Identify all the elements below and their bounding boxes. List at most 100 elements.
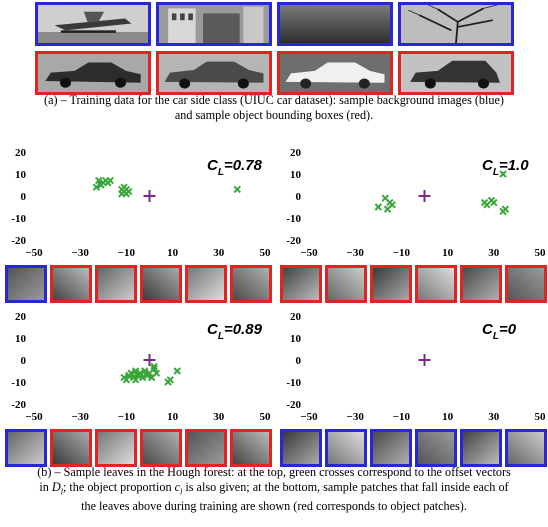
y-tick-label: 20 xyxy=(290,311,302,323)
offset-vector-cross xyxy=(152,369,161,377)
hatchback-thumbnail xyxy=(398,51,514,95)
y-tick-label: 10 xyxy=(290,333,302,345)
caption-b-line2: in Dl; the object proportion cl is also … xyxy=(0,480,548,500)
x-tick-label: 10 xyxy=(167,247,179,259)
leaf-proportion-label: CL=0.78 xyxy=(207,157,263,178)
leaf-sample-patch xyxy=(95,265,137,303)
offset-vector-cross xyxy=(499,170,507,178)
scatter-plot: 20 10 0 -10 -20−50 −30 −10 10 30 50 CL=0.78 xyxy=(11,147,271,259)
caption-a-line2: and sample object bounding boxes (red). xyxy=(174,107,374,122)
offset-vector-cross xyxy=(92,183,101,191)
caption-b-symbol-D: D xyxy=(51,479,61,494)
grayscale-patch-icon xyxy=(373,432,409,464)
grayscale-patch-icon xyxy=(188,432,224,464)
offset-vector-cross xyxy=(122,376,131,384)
tree-branches-photo-icon xyxy=(401,5,511,43)
leaf-sample-patch xyxy=(185,429,227,467)
leaf-sample-patch xyxy=(370,265,412,303)
y-tick-label: -20 xyxy=(286,235,301,247)
caption-b-text: is also given; at the bottom, sample pat… xyxy=(182,479,509,494)
x-tick-label: 50 xyxy=(535,247,547,259)
x-tick-label: −10 xyxy=(118,247,136,259)
gradient-texture-thumbnail xyxy=(277,2,393,46)
object-center-marker xyxy=(418,190,431,202)
y-tick-label: 20 xyxy=(290,147,302,159)
x-tick-label: −50 xyxy=(300,411,318,423)
y-tick-label: 0 xyxy=(21,355,27,367)
leaf-sample-patch xyxy=(140,265,182,303)
grayscale-patch-icon xyxy=(98,432,134,464)
grayscale-patch-icon xyxy=(328,268,364,300)
offset-vector-cross xyxy=(141,367,149,375)
seaplane-thumbnail xyxy=(35,2,151,46)
offset-vector-cross xyxy=(150,365,158,373)
leaf-sample-patch xyxy=(415,429,457,467)
x-tick-label: 50 xyxy=(260,411,272,423)
x-tick-label: 30 xyxy=(213,247,225,259)
offset-vector-cross xyxy=(127,369,135,377)
offset-vector-cross xyxy=(233,185,241,194)
leaf-sample-patch xyxy=(460,265,502,303)
scatter-plot: 20 10 0 -10 -20−50 −30 −10 10 30 50 CL=0.89 xyxy=(11,311,272,423)
leaf-sample-patch xyxy=(280,265,322,303)
leaf-panel-4: 20 10 0 -10 -20 −50 −30 −10 10 30 50 CL=0 xyxy=(275,306,548,467)
caption-b-line3: the leaves above during training are sho… xyxy=(81,499,467,514)
grayscale-patch-icon xyxy=(143,268,179,300)
y-tick-label: -10 xyxy=(11,213,26,225)
y-tick-label: -10 xyxy=(286,213,301,225)
leaf-sample-patch xyxy=(325,429,367,467)
caption-b-subscript-l: l xyxy=(60,486,63,496)
grayscale-patch-icon xyxy=(188,268,224,300)
x-tick-label: 50 xyxy=(535,411,547,423)
offset-vector-cross xyxy=(120,183,128,191)
x-tick-label: −30 xyxy=(347,247,365,259)
grayscale-patch-icon xyxy=(283,432,319,464)
leaf-sample-patch xyxy=(370,429,412,467)
offset-vector-cross xyxy=(374,203,383,211)
x-tick-label: 30 xyxy=(488,411,500,423)
gradient-texture-photo-icon xyxy=(280,5,390,43)
offset-vector-cross xyxy=(383,205,392,213)
white-car-photo-icon xyxy=(280,54,390,92)
grayscale-patch-icon xyxy=(98,268,134,300)
leaf-panel-2: 20 10 0 -10 -20 −50 −30 −10 10 30 50 CL=1.0 xyxy=(275,142,548,303)
grayscale-patch-icon xyxy=(53,268,89,300)
caption-b-line1: (b) – Sample leaves in the Hough forest:… xyxy=(37,465,511,479)
leaf-sample-patch xyxy=(505,265,547,303)
leaf-sample-patch xyxy=(415,265,457,303)
scatter-plot: 20 10 0 -10 -20−50 −30 −10 10 30 50 CL=1.0 xyxy=(286,147,547,259)
offset-vector-cross xyxy=(490,198,498,207)
x-tick-label: −30 xyxy=(72,247,90,259)
leaf-panel-1: 20 10 0 -10 -20 −50 −30 −10 10 30 50 CL=0.78 xyxy=(0,142,273,303)
caption-a-line1: (a) – Training data for the car side cla… xyxy=(44,93,504,107)
grayscale-patch-icon xyxy=(373,268,409,300)
offset-vector-cross xyxy=(94,176,103,185)
leaf-proportion-label: CL=1.0 xyxy=(482,157,529,178)
x-tick-label: −50 xyxy=(25,411,43,423)
leaf-sample-patch xyxy=(140,429,182,467)
x-tick-label: −10 xyxy=(393,411,411,423)
caption-b-text: ; the object proportion xyxy=(62,479,175,494)
leaf-sample-patch xyxy=(185,265,227,303)
y-tick-label: -10 xyxy=(11,377,26,389)
y-tick-label: 20 xyxy=(15,311,27,323)
leaf-sample-patch xyxy=(230,265,272,303)
sedan-side-photo-icon xyxy=(38,54,148,92)
grayscale-patch-icon xyxy=(53,432,89,464)
leaf-sample-patch xyxy=(505,429,547,467)
offset-vector-cross xyxy=(97,181,105,189)
object-center-marker xyxy=(143,190,156,202)
leaf-sample-patch xyxy=(95,429,137,467)
y-tick-label: 0 xyxy=(21,191,27,203)
caption-b-subscript-l: l xyxy=(180,486,183,496)
offset-vector-cross xyxy=(499,207,507,216)
object-center-marker xyxy=(143,354,156,366)
offset-vector-cross xyxy=(106,176,114,185)
building-thumbnail xyxy=(156,2,272,46)
offset-vector-cross xyxy=(131,376,140,384)
y-tick-label: 10 xyxy=(15,333,27,345)
x-tick-label: 10 xyxy=(442,411,454,423)
leaf-sample-patch xyxy=(325,265,367,303)
y-tick-label: -10 xyxy=(286,377,301,389)
leaf-panel-3: 20 10 0 -10 -20 −50 −30 −10 10 30 50 CL=0.89 xyxy=(0,306,273,467)
